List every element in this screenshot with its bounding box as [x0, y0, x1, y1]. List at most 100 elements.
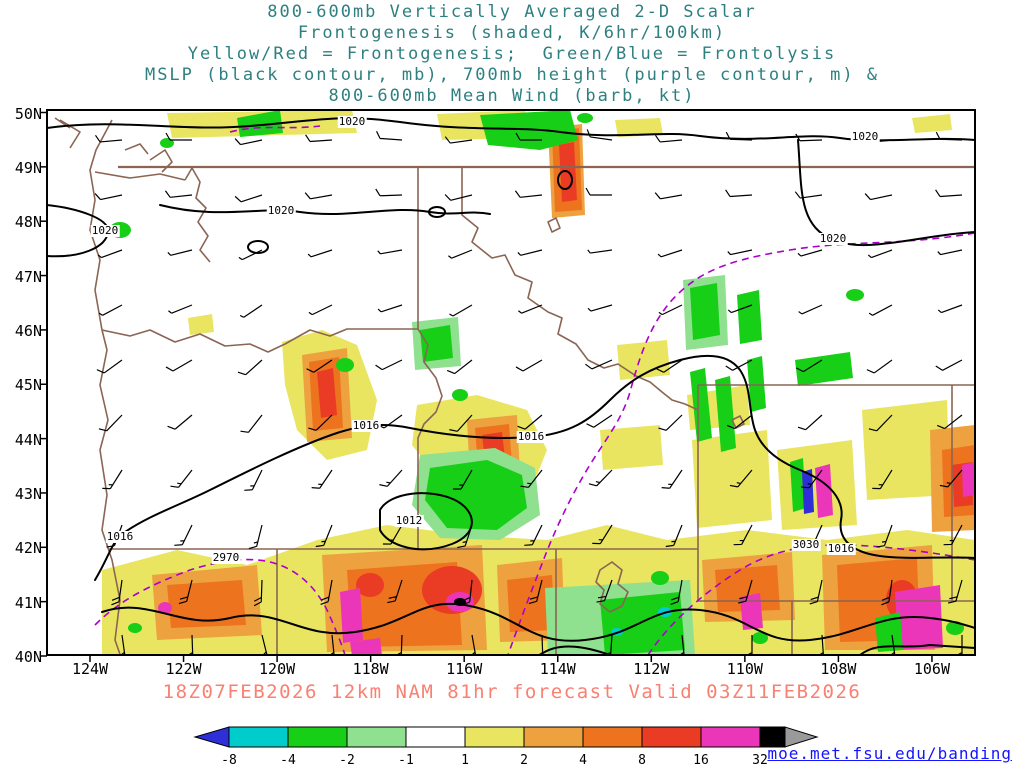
wind-barb	[935, 189, 963, 198]
colorbar-label: 2	[520, 753, 528, 768]
lon-axis-label: 112W	[633, 660, 670, 678]
title-line-4: MSLP (black contour, mb), 700mb height (…	[144, 65, 880, 85]
colorbar-label: 32	[752, 753, 768, 768]
contour-label: 2970	[211, 551, 241, 564]
title-line-5: 800-600mb Mean Wind (barb, kt)	[328, 86, 696, 106]
wind-barb	[733, 524, 753, 546]
colorbar-under-arrow	[193, 726, 230, 748]
wind-barb	[452, 469, 473, 490]
contour-label: 1020	[850, 130, 880, 143]
wa-or-border	[101, 328, 418, 353]
wind-barb	[654, 134, 683, 143]
contour-label: 1020	[818, 232, 848, 245]
wind-barb	[170, 469, 193, 488]
wind-barb	[448, 249, 473, 259]
wind-barb	[657, 249, 683, 258]
id-mt-border	[461, 167, 699, 411]
contour-label: 3030	[791, 538, 821, 551]
colorbar-over-arrow	[784, 726, 819, 748]
wind-barb	[797, 249, 823, 257]
colorbar-label: 4	[579, 753, 587, 768]
wind-barb	[308, 414, 333, 431]
colorbar-segment	[582, 726, 643, 748]
wind-barb	[382, 524, 403, 545]
wind-barb	[665, 524, 683, 548]
colorbar-segment	[523, 726, 584, 748]
or-id-border	[417, 328, 443, 549]
wind-barb	[462, 579, 473, 606]
wind-barb	[238, 249, 263, 261]
wind-barb	[311, 469, 333, 489]
wind-barb	[178, 579, 193, 605]
wind-barb	[98, 304, 123, 316]
height-contours	[94, 125, 975, 655]
lon-axis-label: 114W	[539, 660, 576, 678]
wind-barb	[602, 634, 613, 655]
wind-barb	[936, 414, 963, 430]
wind-barb	[253, 579, 263, 607]
wind-barb	[939, 469, 963, 488]
wind-barb	[937, 304, 963, 314]
axis-ticks	[40, 111, 933, 662]
title-line-1: 800-600mb Vertically Averaged 2-D Scalar	[267, 2, 757, 22]
wind-barb	[97, 249, 123, 259]
forecast-caption: 18Z07FEB2026 12km NAM 81hr forecast Vali…	[162, 681, 862, 703]
wind-barb	[587, 249, 613, 254]
colorbar-label: 8	[638, 753, 646, 768]
lat-axis-label: 43N	[14, 484, 42, 503]
wind-barb	[654, 192, 683, 200]
lat-axis-label: 45N	[14, 376, 42, 395]
wind-barb	[794, 191, 823, 199]
lat-axis-label: 48N	[14, 213, 42, 232]
contour-label: 1020	[337, 115, 367, 128]
wind-barb	[658, 304, 683, 316]
wind-barb	[164, 190, 193, 198]
wind-barb	[306, 359, 333, 373]
wind-barb	[234, 194, 263, 203]
wind-barb	[517, 249, 543, 256]
contour-label: 1016	[351, 419, 381, 432]
contour-label: 1016	[516, 430, 546, 443]
wind-barb	[797, 414, 823, 431]
colorbar-segment	[464, 726, 525, 748]
wind-barbs	[94, 129, 963, 655]
colorbar-segment	[287, 726, 348, 748]
wind-barb	[304, 192, 333, 200]
wind-barb	[658, 414, 683, 431]
wind-barb	[387, 579, 403, 604]
wind-barb	[515, 132, 542, 141]
colorbar-segment	[346, 726, 407, 748]
wind-barb	[98, 414, 123, 432]
wind-barb	[379, 469, 403, 487]
puget-sound	[54, 117, 211, 263]
wind-barb	[592, 524, 613, 545]
chart-title: 800-600mb Vertically Averaged 2-D Scalar…	[0, 2, 1024, 107]
wind-barb	[868, 304, 893, 316]
lat-axis-label: 40N	[14, 648, 42, 666]
wind-barb	[670, 579, 683, 605]
contour-label: 1016	[105, 530, 135, 543]
lon-axis-label: 108W	[820, 660, 857, 678]
wind-barb	[588, 469, 613, 487]
lat-axis-label: 49N	[14, 158, 42, 177]
lat-axis-label: 41N	[14, 593, 42, 612]
wind-barb	[864, 193, 893, 201]
title-line-2: Frontogenesis (shaded, K/6hr/100km)	[297, 23, 727, 43]
wind-barb	[795, 359, 823, 373]
colorbar-label: 1	[461, 753, 469, 768]
wind-barb	[96, 359, 123, 374]
wind-barb	[947, 579, 963, 604]
wind-barb	[661, 469, 683, 489]
wind-barb	[517, 414, 543, 430]
colorbar-label: -8	[221, 753, 237, 768]
wind-barb	[444, 136, 473, 144]
wind-barb	[585, 187, 612, 196]
great-salt-lake	[595, 561, 629, 613]
wind-barb	[376, 130, 403, 141]
wind-barb	[94, 193, 123, 201]
colorbar-label: -4	[280, 753, 296, 768]
banding-link[interactable]: moe.met.fsu.edu/banding	[767, 744, 1012, 763]
wind-barb	[307, 249, 333, 258]
wind-barb	[375, 359, 403, 371]
